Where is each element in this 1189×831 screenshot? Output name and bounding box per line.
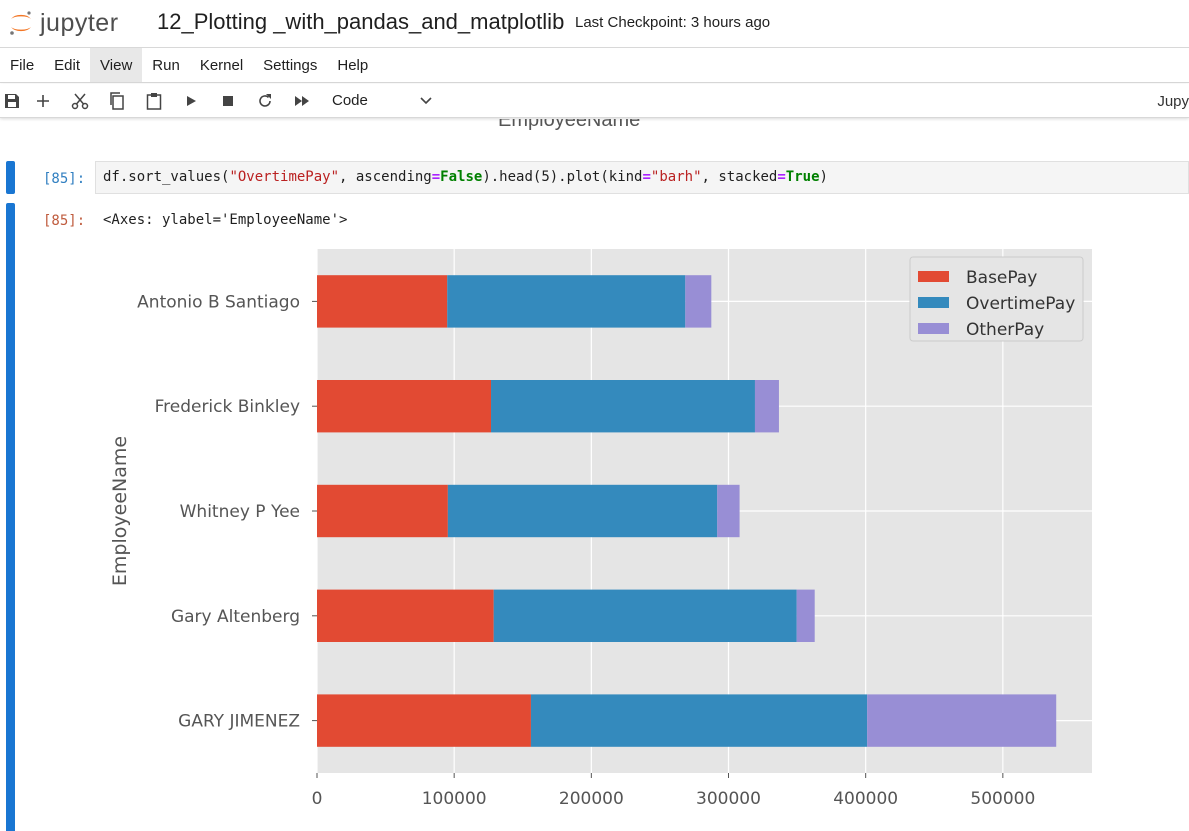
menu-help[interactable]: Help [337,57,369,74]
add-cell-icon [36,94,49,107]
bar-overtimepay-3 [491,380,755,433]
bar-basepay-1 [317,589,494,642]
paste-button[interactable] [135,84,172,118]
notebook-toolbar: Code Jupy [0,84,1189,118]
legend-box [909,256,1084,342]
bar-overtimepay-0 [530,694,868,747]
x-tick-label: 400000 [833,789,898,809]
legend-swatch-basepay [918,271,949,282]
stop-icon [222,95,233,106]
legend-swatch-overtimepay [918,297,949,308]
restart-icon [258,93,271,107]
add-cell-button[interactable] [24,84,61,118]
checkpoint-status: Last Checkpoint: 3 hours ago [575,14,771,31]
bar-overtimepay-4 [447,275,686,328]
bar-basepay-0 [317,694,531,747]
code-token: ).head(5).plot(kind [482,169,643,185]
paste-icon [146,92,161,110]
bar-basepay-4 [317,275,448,328]
bar-otherpay-0 [867,694,1057,747]
code-token: = [642,169,651,185]
stop-button[interactable] [209,84,246,118]
legend-swatch-otherpay [918,323,949,334]
input-prompt: [85]: [43,171,86,187]
cut-icon [71,93,88,109]
menu-run[interactable]: Run [152,57,180,74]
bar-otherpay-2 [717,484,740,538]
x-tick-label: 300000 [696,789,761,809]
x-tick-label: 200000 [559,789,624,809]
notebook-title[interactable]: 12_Plotting _with_pandas_and_matplotlib [157,9,565,34]
code-token: ) [819,169,828,185]
code-token: "barh" [650,169,702,185]
save-icon [5,93,19,108]
bar-otherpay-4 [685,275,712,328]
logo-text: jupyter [40,8,119,37]
bar-otherpay-1 [796,589,815,642]
jupyter-logo[interactable]: jupyter [8,6,140,40]
x-tick-label: 500000 [970,789,1035,809]
menu-kernel[interactable]: Kernel [199,57,244,74]
save-button[interactable] [0,84,24,118]
code-token: True [785,169,820,185]
code-token: "OvertimePay" [229,169,340,185]
code-token: = [431,169,441,185]
bar-basepay-2 [317,484,448,538]
y-tick-label: GARY JIMENEZ [178,712,300,732]
bar-overtimepay-2 [447,484,718,538]
code-token: , ascending [339,169,432,185]
previous-output-fragment: EmployeeName [498,119,641,131]
output-text: <Axes: ylabel='EmployeeName'> [103,212,348,228]
y-tick-label: Frederick Binkley [155,397,300,417]
menu-edit[interactable]: Edit [54,57,81,74]
bar-overtimepay-1 [493,589,797,642]
code-token: , stacked [701,169,778,185]
menu-view[interactable]: View [90,48,143,82]
y-axis-label: EmployeeName [109,436,131,586]
legend-label-overtimepay: OvertimePay [966,294,1075,314]
y-tick-label: Gary Altenberg [171,607,300,627]
stacked-barh-chart: GARY JIMENEZ Gary Altenberg Whitney P Yee F… [109,249,1092,809]
y-tick-label: Antonio B Santiago [137,292,300,312]
code-token: df.sort_values( [103,169,230,185]
jupyter-logo-icon [10,11,31,35]
bar-otherpay-3 [754,380,779,433]
x-tick-label: 0 [312,789,323,809]
notebook-panel: EmployeeName [85]: df.sort_values("Overt… [0,119,1189,831]
bar-basepay-3 [317,380,492,433]
cell-type-select[interactable]: Code [332,92,432,109]
chevron-down-icon [420,96,432,104]
y-tick-label: Whitney P Yee [180,502,300,522]
kernel-name[interactable]: Jupy [1157,93,1189,110]
cell-type-value: Code [332,92,368,109]
x-tick-label: 100000 [422,789,487,809]
run-button[interactable] [172,84,209,118]
code-token: False [440,169,483,185]
code-editor[interactable]: df.sort_values("OvertimePay", ascending=… [95,161,1189,194]
menu-bar: File Edit View Run Kernel Settings Help [0,47,1189,83]
copy-icon [109,91,124,110]
output-prompt: [85]: [43,213,86,229]
restart-button[interactable] [246,84,283,118]
legend-label-basepay: BasePay [966,268,1037,288]
top-bar: jupyter 12_Plotting _with_pandas_and_mat… [0,0,1189,46]
run-icon [186,95,196,106]
cell-collapser-input[interactable] [6,161,15,194]
menu-settings[interactable]: Settings [263,57,318,74]
cell-collapser-output[interactable] [6,203,15,831]
copy-button[interactable] [98,84,135,118]
run-all-button[interactable] [283,84,320,118]
cut-button[interactable] [61,84,98,118]
run-all-icon [294,95,309,106]
legend-label-otherpay: OtherPay [966,320,1044,340]
code-token: = [777,169,786,185]
menu-file[interactable]: File [10,57,35,74]
